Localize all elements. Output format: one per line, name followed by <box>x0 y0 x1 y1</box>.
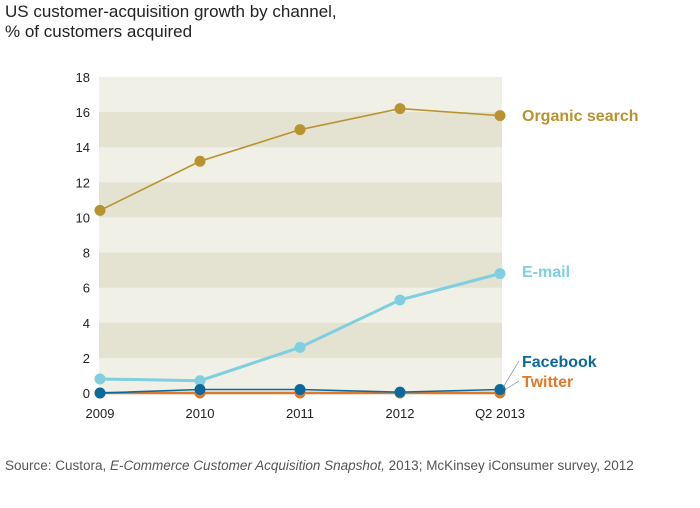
y-tick-label: 10 <box>76 210 90 225</box>
x-tick-label: 2009 <box>86 406 115 421</box>
twitter-label: Twitter <box>522 374 573 391</box>
grid-band <box>99 252 502 288</box>
facebook-leader-line <box>502 360 520 388</box>
source-prefix: Source: Custora, <box>5 458 111 473</box>
x-tick-label: 2010 <box>186 406 215 421</box>
x-tick-label: 2011 <box>286 406 314 421</box>
e-mail-label: E-mail <box>522 264 570 281</box>
title-line-1: US customer-acquisition growth by channe… <box>5 2 337 21</box>
organic-search-point <box>494 110 506 122</box>
facebook-point <box>194 383 206 395</box>
organic-search-point <box>94 204 106 216</box>
y-tick-label: 8 <box>83 246 90 261</box>
facebook-point <box>394 386 406 398</box>
source-suffix: 2013; McKinsey iConsumer survey, 2012 <box>384 458 634 473</box>
x-tick-label: Q2 2013 <box>475 406 525 421</box>
e-mail-point <box>194 375 206 387</box>
e-mail-point <box>94 373 106 385</box>
organic-search-point <box>294 124 306 136</box>
x-tick-label: 2012 <box>386 406 415 421</box>
organic-search-point <box>194 155 206 167</box>
organic-search-point <box>394 103 406 115</box>
e-mail-point <box>494 268 506 280</box>
y-tick-label: 14 <box>76 140 90 155</box>
y-tick-label: 6 <box>83 281 90 296</box>
y-tick-label: 0 <box>83 386 90 401</box>
facebook-point <box>94 387 106 399</box>
y-tick-label: 18 <box>76 70 90 85</box>
source-note: Source: Custora, E-Commerce Customer Acq… <box>5 457 695 475</box>
y-tick-label: 4 <box>83 316 90 331</box>
organic-search-label: Organic search <box>522 108 639 125</box>
facebook-point <box>494 383 506 395</box>
source-title: E-Commerce Customer Acquisition Snapshot… <box>110 458 385 473</box>
grid-band <box>99 182 502 218</box>
chart-title: US customer-acquisition growth by channe… <box>5 2 337 42</box>
e-mail-point <box>394 294 406 306</box>
y-tick-label: 16 <box>76 105 90 120</box>
facebook-point <box>294 383 306 395</box>
title-line-2: % of customers acquired <box>5 22 193 41</box>
y-tick-label: 12 <box>76 175 90 190</box>
facebook-label: Facebook <box>522 354 597 371</box>
e-mail-point <box>294 341 306 353</box>
twitter-leader-line <box>502 380 520 392</box>
y-tick-label: 2 <box>83 351 90 366</box>
